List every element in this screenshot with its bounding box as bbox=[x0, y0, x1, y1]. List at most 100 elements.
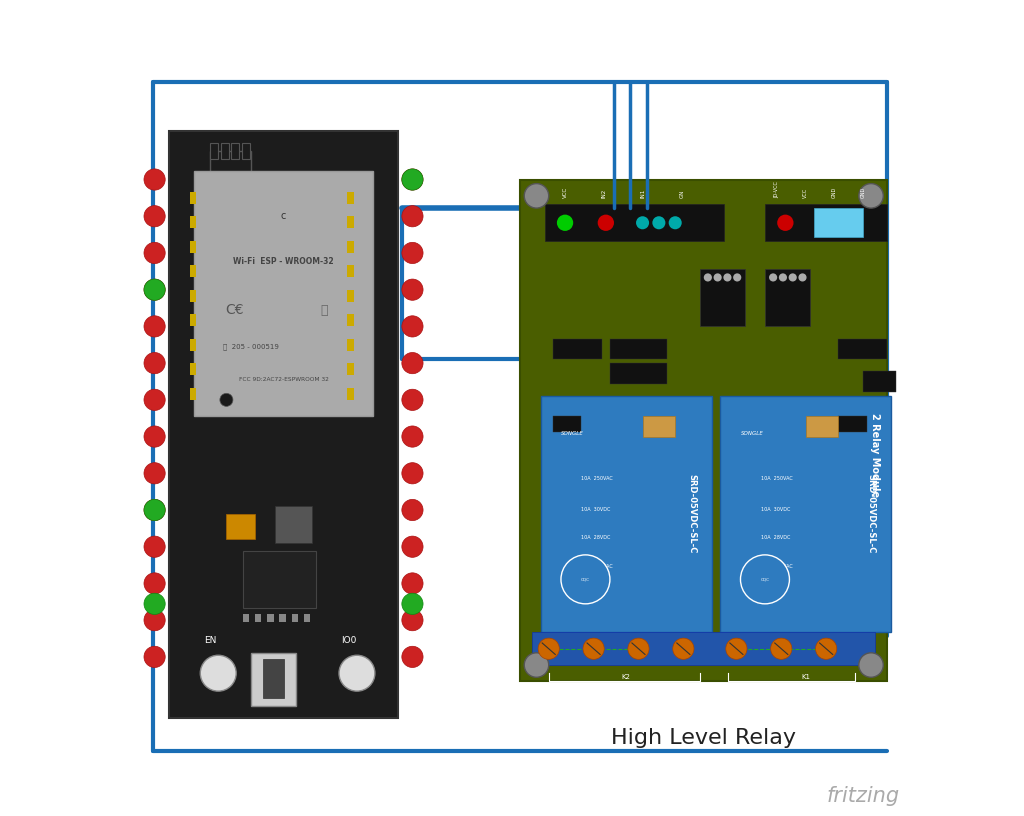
Circle shape bbox=[815, 638, 837, 659]
Circle shape bbox=[144, 206, 165, 227]
Text: 🛜: 🛜 bbox=[321, 304, 328, 317]
Text: VCC: VCC bbox=[562, 187, 567, 198]
Bar bbox=[765, 204, 888, 241]
Text: 10A  125VAC: 10A 125VAC bbox=[761, 564, 793, 569]
Bar bbox=[699, 269, 744, 326]
Text: SRD-05VDC-SL-C: SRD-05VDC-SL-C bbox=[866, 474, 876, 554]
Bar bbox=[347, 314, 353, 326]
Circle shape bbox=[799, 273, 807, 282]
Circle shape bbox=[401, 206, 423, 227]
Text: 10A  250VAC: 10A 250VAC bbox=[582, 476, 613, 481]
Text: CQC: CQC bbox=[581, 578, 590, 581]
Bar bbox=[839, 339, 888, 359]
Text: GN: GN bbox=[680, 190, 685, 198]
Bar bbox=[541, 396, 712, 632]
Bar bbox=[643, 416, 675, 437]
Circle shape bbox=[401, 316, 423, 337]
Bar bbox=[221, 143, 228, 159]
Text: EN: EN bbox=[204, 636, 216, 645]
Circle shape bbox=[144, 389, 165, 410]
Text: IN1: IN1 bbox=[641, 189, 646, 198]
Circle shape bbox=[144, 353, 165, 374]
Circle shape bbox=[401, 169, 423, 190]
Circle shape bbox=[144, 463, 165, 484]
Circle shape bbox=[788, 273, 797, 282]
Circle shape bbox=[401, 499, 423, 521]
Circle shape bbox=[401, 593, 423, 614]
Circle shape bbox=[726, 638, 746, 659]
Bar bbox=[545, 204, 724, 241]
Circle shape bbox=[144, 610, 165, 631]
Bar bbox=[243, 614, 249, 622]
Bar bbox=[189, 265, 197, 277]
Circle shape bbox=[733, 273, 741, 282]
Circle shape bbox=[144, 536, 165, 557]
Bar bbox=[275, 506, 312, 543]
Circle shape bbox=[401, 610, 423, 631]
Bar bbox=[189, 192, 197, 204]
Text: Ⓡ  205 - 000519: Ⓡ 205 - 000519 bbox=[223, 344, 279, 350]
Text: JD-VCC: JD-VCC bbox=[775, 181, 779, 198]
Bar bbox=[189, 314, 197, 326]
Bar bbox=[210, 143, 218, 159]
Bar bbox=[280, 614, 286, 622]
Circle shape bbox=[598, 215, 614, 231]
Bar bbox=[243, 551, 316, 608]
Circle shape bbox=[561, 555, 610, 604]
Circle shape bbox=[401, 279, 423, 300]
Circle shape bbox=[557, 215, 573, 231]
Circle shape bbox=[740, 555, 790, 604]
Bar bbox=[806, 416, 839, 437]
Circle shape bbox=[859, 184, 884, 208]
Text: IO0: IO0 bbox=[341, 636, 356, 645]
Bar bbox=[267, 614, 273, 622]
Circle shape bbox=[703, 273, 712, 282]
Bar bbox=[814, 208, 863, 237]
Circle shape bbox=[583, 638, 604, 659]
Bar bbox=[347, 241, 353, 253]
Circle shape bbox=[144, 499, 165, 521]
Bar bbox=[189, 363, 197, 375]
Circle shape bbox=[771, 638, 792, 659]
Bar bbox=[553, 339, 602, 359]
Bar bbox=[347, 216, 353, 228]
Bar bbox=[292, 614, 298, 622]
Bar bbox=[242, 143, 250, 159]
Bar bbox=[263, 659, 284, 698]
Circle shape bbox=[401, 463, 423, 484]
Circle shape bbox=[201, 655, 237, 691]
Circle shape bbox=[859, 653, 884, 677]
Text: 10A  250VAC: 10A 250VAC bbox=[761, 476, 793, 481]
Text: 10A  30VDC: 10A 30VDC bbox=[761, 507, 791, 512]
Bar bbox=[189, 388, 197, 400]
Circle shape bbox=[144, 169, 165, 190]
Bar bbox=[251, 653, 296, 706]
Text: GND: GND bbox=[860, 187, 865, 198]
Circle shape bbox=[539, 638, 559, 659]
Circle shape bbox=[144, 279, 165, 300]
Text: SONGLE: SONGLE bbox=[740, 431, 763, 437]
Text: 10A  125VAC: 10A 125VAC bbox=[582, 564, 613, 569]
Bar bbox=[194, 171, 374, 416]
Text: GND: GND bbox=[831, 187, 837, 198]
Circle shape bbox=[779, 273, 787, 282]
Text: 10A  30VDC: 10A 30VDC bbox=[582, 507, 610, 512]
Text: 10A  28VDC: 10A 28VDC bbox=[582, 535, 610, 540]
Text: SONGLE: SONGLE bbox=[561, 431, 584, 437]
Circle shape bbox=[339, 655, 375, 691]
Bar bbox=[532, 632, 876, 665]
Text: VCC: VCC bbox=[803, 188, 808, 198]
Circle shape bbox=[524, 184, 549, 208]
Bar bbox=[347, 339, 353, 351]
Circle shape bbox=[401, 242, 423, 264]
Bar bbox=[765, 269, 810, 326]
Circle shape bbox=[652, 216, 666, 229]
Text: CQC: CQC bbox=[761, 578, 769, 581]
Circle shape bbox=[401, 353, 423, 374]
Circle shape bbox=[777, 215, 794, 231]
Bar bbox=[610, 339, 667, 359]
Circle shape bbox=[714, 273, 722, 282]
Circle shape bbox=[769, 273, 777, 282]
Bar bbox=[169, 131, 397, 718]
Circle shape bbox=[401, 536, 423, 557]
